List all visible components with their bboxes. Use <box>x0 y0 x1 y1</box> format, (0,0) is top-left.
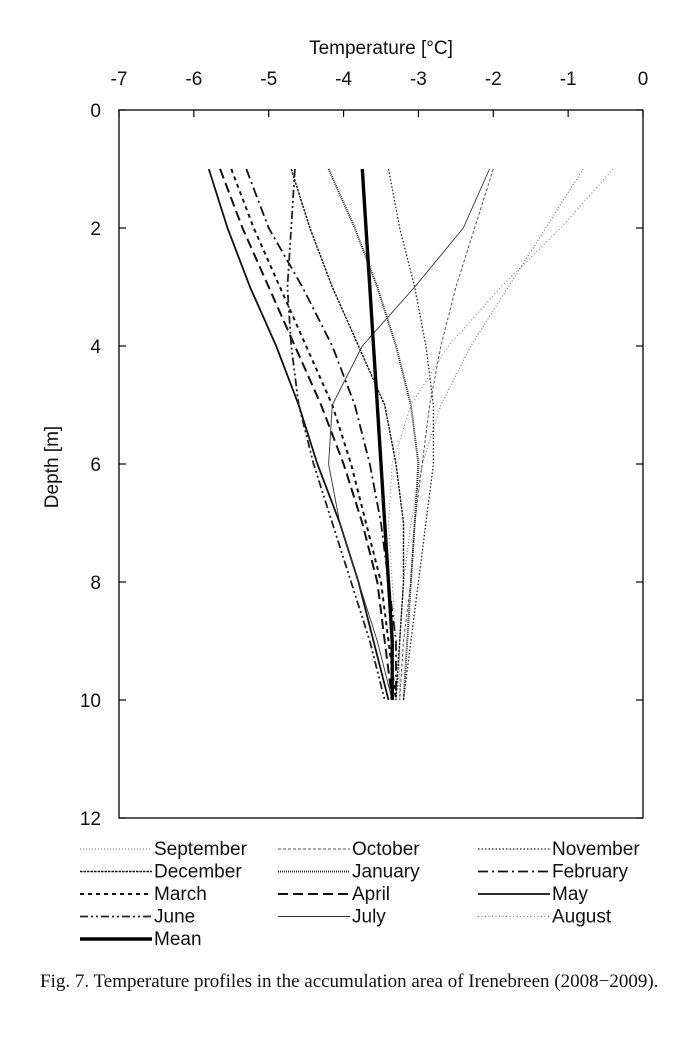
legend: September October November December January F… <box>80 839 640 950</box>
y-tick-label: 6 <box>90 455 101 476</box>
legend-label: October <box>352 839 420 860</box>
y-tick-label: 12 <box>80 809 101 830</box>
plot-frame <box>118 109 644 819</box>
series-line-september <box>399 168 584 700</box>
x-tick-label: -3 <box>410 69 427 90</box>
series-line-january <box>327 168 420 701</box>
y-tick-label: 10 <box>80 691 101 712</box>
y-axis-title: Depth [m] <box>42 426 63 508</box>
legend-label: July <box>352 907 386 928</box>
figure-caption: Fig. 7. Temperature profiles in the accu… <box>40 971 659 992</box>
y-tick-label: 2 <box>90 219 101 240</box>
series-line-june <box>286 168 386 701</box>
legend-label: May <box>552 884 588 905</box>
x-tick-label: -7 <box>111 69 128 90</box>
legend-label: December <box>154 862 242 883</box>
series-line-april <box>219 168 394 701</box>
series-line-december <box>290 168 405 701</box>
legend-label: November <box>552 839 640 860</box>
x-tick-label: -6 <box>185 69 202 90</box>
legend-label: March <box>154 884 207 905</box>
temperature-depth-chart: Temperature [°C] Depth [m] -7 -6 -5 -4 -3 -2-… <box>42 38 649 950</box>
series-lines <box>207 168 614 701</box>
y-axis-ticks: 0 2 4 6 8 10 12 <box>80 101 643 830</box>
y-tick-label: 0 <box>90 101 101 122</box>
legend-label: Mean <box>154 929 202 950</box>
y-tick-label: 8 <box>90 573 101 594</box>
legend-label: February <box>552 862 629 883</box>
series-line-october <box>399 168 494 701</box>
legend-label: April <box>352 884 390 905</box>
series-line-may <box>207 168 390 701</box>
y-tick-label: 4 <box>90 337 101 358</box>
x-tick-label: -4 <box>335 69 352 90</box>
legend-label: September <box>154 839 248 860</box>
x-axis-ticks: -7 -6 -5 -4 -3 -2 -1 0 <box>111 69 649 117</box>
series-line-mean <box>360 168 394 700</box>
x-tick-label: -2 <box>485 69 502 90</box>
legend-label: August <box>552 907 612 928</box>
x-axis-title: Temperature [°C] <box>309 38 453 59</box>
legend-label: January <box>352 862 420 883</box>
x-tick-label: -1 <box>560 69 577 90</box>
legend-label: June <box>154 907 195 928</box>
x-tick-label: 0 <box>638 69 649 90</box>
x-tick-label: -5 <box>260 69 277 90</box>
series-line-march <box>230 168 397 701</box>
series-line-november <box>387 168 435 701</box>
series-line-august <box>388 168 614 701</box>
series-line-february <box>245 168 397 700</box>
series-line-july <box>328 168 490 701</box>
